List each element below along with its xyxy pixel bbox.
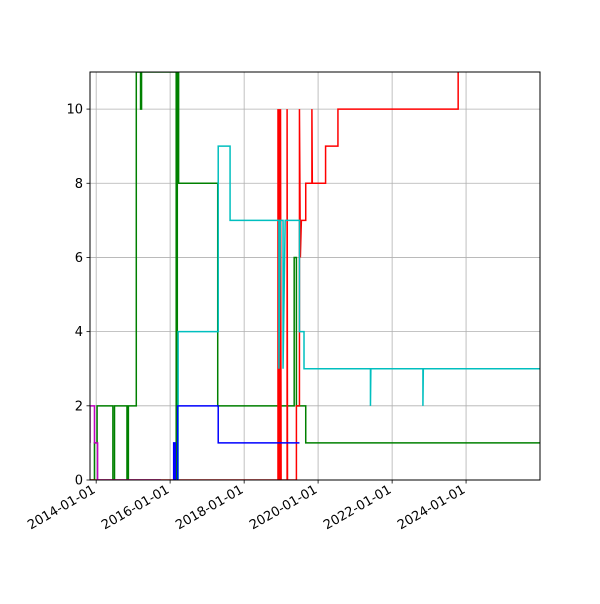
series-line-1 [90,72,540,480]
x-tick-label: 2014-01-01 [25,482,98,533]
y-tick-label: 4 [75,325,83,340]
axis-layer: 2014-01-01 2016-01-01 2018-01-01 2020-01-01… [25,103,468,534]
x-tick-label: 2022-01-01 [321,482,394,533]
series-line-4 [172,405,300,480]
y-tick-label: 6 [75,251,83,266]
series-line-2 [90,72,459,480]
y-tick-label: 10 [66,103,83,118]
plot-frame [89,71,541,481]
x-tick-label: 2024-01-01 [395,482,468,533]
x-tick-label: 2016-01-01 [99,482,172,533]
x-tick-label: 2018-01-01 [173,482,246,533]
series-line-3 [173,145,540,480]
y-tick-label: 8 [75,177,83,192]
series-layer [90,72,540,480]
y-tick-label: 2 [75,399,83,414]
x-tick-label: 2020-01-01 [247,482,320,533]
grid-layer [90,72,540,481]
series-line-5 [90,405,161,480]
y-tick-label: 0 [75,474,83,489]
